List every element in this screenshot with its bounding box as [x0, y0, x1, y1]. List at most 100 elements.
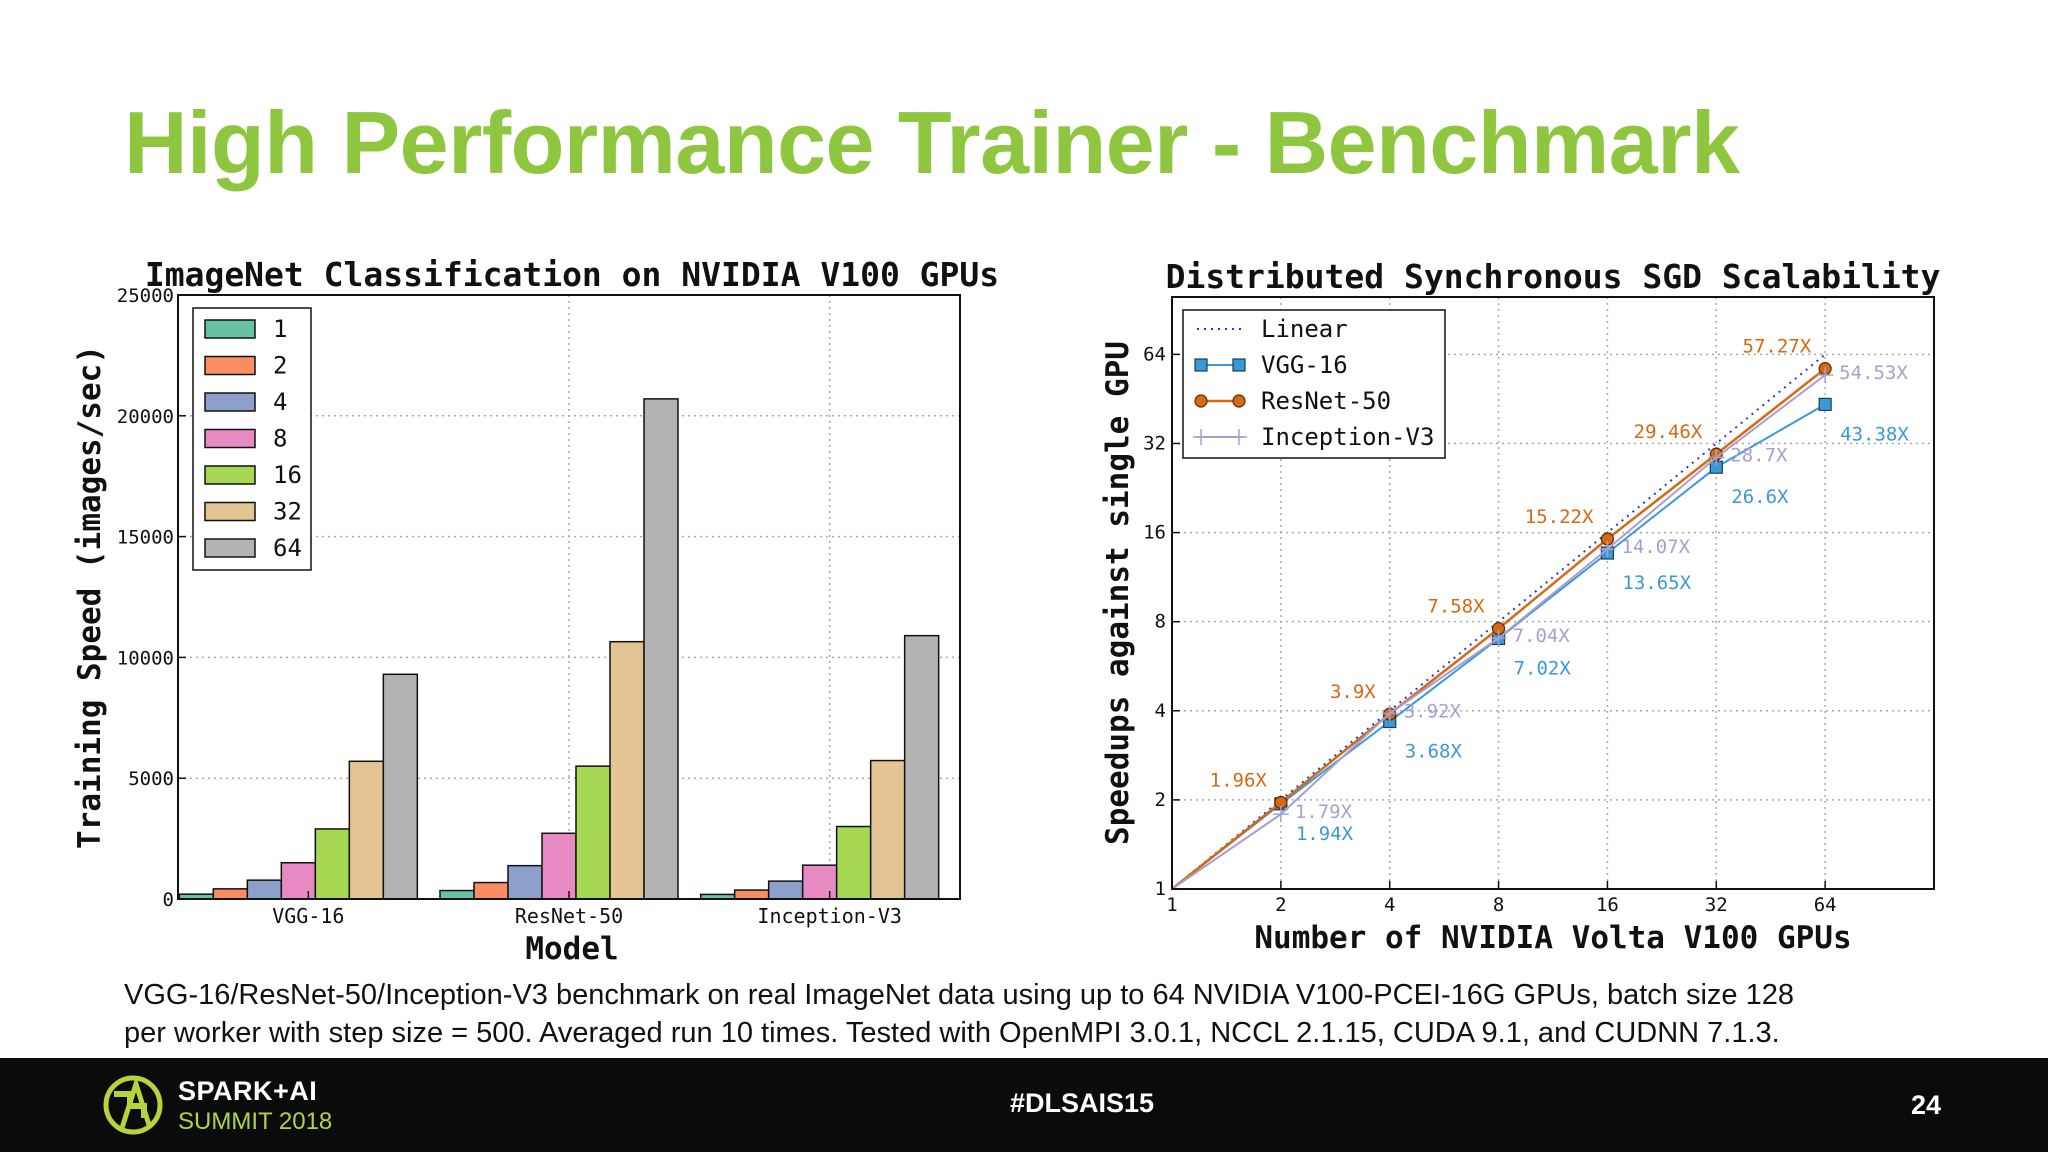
spark-ai-logo-icon	[103, 1075, 163, 1135]
bar-chart-frame	[177, 294, 961, 900]
line-y-tick-label: 16	[1143, 522, 1166, 544]
bar-legend-label: 8	[273, 425, 287, 453]
line-data-label-inception-v3: 28.7X	[1730, 444, 1788, 466]
benchmark-caption: VGG-16/ResNet-50/Inception-V3 benchmark …	[124, 976, 2024, 1052]
line-point-inception-v3	[1599, 541, 1616, 558]
line-x-tick-label: 8	[1493, 894, 1504, 916]
line-point-inception-v3	[1490, 630, 1507, 647]
footer-bar: SPARK+AI SUMMIT 2018 #DLSAIS15 24	[0, 1058, 2048, 1152]
line-legend-label: Linear	[1261, 315, 1348, 343]
line-legend-marker	[1194, 358, 1208, 372]
caption-line-1: VGG-16/ResNet-50/Inception-V3 benchmark …	[124, 979, 1794, 1011]
bar-chart-grid	[178, 295, 960, 899]
line-data-label-resnet-50: 1.96X	[1210, 769, 1268, 791]
line-x-tick-label: 4	[1384, 894, 1395, 916]
line-legend-marker	[1231, 429, 1247, 445]
bar-legend-label: 16	[273, 461, 302, 489]
bar-legend-label: 2	[273, 352, 287, 380]
line-point-inception-v3	[1817, 366, 1834, 383]
line-data-label-vgg-16: 43.38X	[1840, 423, 1909, 445]
line-chart-series	[1171, 353, 1834, 890]
bar-vgg-16-gpus-64	[382, 673, 419, 900]
line-data-label-inception-v3: 3.92X	[1404, 700, 1462, 722]
line-data-label-inception-v3: 1.79X	[1295, 801, 1353, 823]
bar-resnet-50-gpus-4	[507, 864, 543, 900]
line-legend-marker	[1232, 394, 1246, 408]
line-data-label-inception-v3: 14.07X	[1621, 536, 1690, 558]
line-legend-marker	[1193, 429, 1209, 445]
bar-y-tick-label: 15000	[117, 527, 174, 549]
bar-y-tick-label: 25000	[117, 285, 174, 307]
line-legend-label: Inception-V3	[1261, 423, 1434, 451]
line-data-label-vgg-16: 26.6X	[1731, 486, 1789, 508]
line-point-inception-v3	[1381, 705, 1398, 722]
bar-vgg-16-gpus-16	[314, 828, 351, 900]
bar-legend-swatch	[204, 501, 256, 522]
line-data-label-vgg-16: 13.65X	[1622, 572, 1691, 594]
hashtag: #DLSAIS15	[1010, 1088, 1155, 1118]
line-legend-label: ResNet-50	[1261, 387, 1391, 415]
bar-legend-swatch	[204, 355, 256, 376]
bar-y-tick-label: 0	[163, 889, 174, 911]
line-chart-title: Distributed Synchronous SGD Scalability	[1166, 257, 1941, 296]
line-data-label-vgg-16: 3.68X	[1405, 741, 1463, 763]
line-chart-x-axis-label: Number of NVIDIA Volta V100 GPUs	[1254, 920, 1851, 956]
line-data-label-inception-v3: 7.04X	[1513, 625, 1571, 647]
line-y-tick-label: 32	[1143, 432, 1166, 454]
bar-legend-label: 64	[273, 534, 302, 562]
line-legend-box	[1182, 309, 1446, 459]
line-y-tick-label: 2	[1155, 789, 1166, 811]
line-x-tick-label: 64	[1814, 894, 1837, 916]
line-y-tick-label: 1	[1155, 878, 1166, 900]
bar-vgg-16-gpus-32	[348, 760, 385, 900]
line-point-vgg-16	[1818, 397, 1832, 411]
line-chart-data-labels: 1.94X 3.68X 7.02X 13.65X 26.6X 43.38X 1.96X 3.9…	[1210, 336, 1910, 845]
line-data-label-resnet-50: 3.9X	[1330, 681, 1376, 703]
line-legend-marker	[1232, 358, 1246, 372]
line-y-tick-label: 4	[1155, 700, 1166, 722]
line-data-label-resnet-50: 57.27X	[1743, 336, 1812, 358]
bar-y-tick-label: 20000	[117, 406, 174, 428]
bar-chart-title: ImageNet Classification on NVIDIA V100 G…	[145, 255, 999, 294]
bar-y-tick-label: 5000	[128, 768, 174, 790]
bar-chart-y-ticks: 0 5000 10000 15000 20000 25000	[117, 285, 186, 911]
line-x-tick-label: 1	[1166, 894, 1177, 916]
line-point-inception-v3	[1272, 806, 1289, 823]
bar-chart-bars	[178, 398, 940, 900]
line-data-label-inception-v3: 54.53X	[1839, 362, 1908, 384]
page-number: 24	[1911, 1090, 1942, 1120]
line-chart-y-axis-label: Speedups against single GPU	[1100, 341, 1136, 845]
line-chart-ticks: 1 2 4 8 16 32 64 1 2 4 8 16 32 64	[1143, 343, 1836, 916]
bar-legend-swatch	[204, 392, 256, 412]
line-y-tick-label: 8	[1155, 611, 1166, 633]
line-chart-frame	[1171, 296, 1935, 890]
line-y-tick-label: 64	[1143, 343, 1166, 365]
bar-legend-swatch	[204, 319, 256, 339]
bar-legend-swatch	[204, 428, 256, 449]
bar-x-tick-label: Inception-V3	[757, 904, 902, 928]
bar-legend-swatch	[204, 538, 256, 558]
bar-legend-label: 4	[273, 388, 287, 416]
line-data-label-resnet-50: 29.46X	[1634, 421, 1703, 443]
line-chart: Distributed Synchronous SGD Scalability …	[1100, 257, 1941, 956]
bar-x-tick-label: ResNet-50	[515, 904, 623, 928]
bar-legend-label: 1	[273, 315, 287, 343]
line-x-tick-label: 32	[1705, 894, 1728, 916]
line-data-label-vgg-16: 1.94X	[1296, 823, 1354, 845]
line-x-tick-label: 16	[1596, 894, 1619, 916]
bar-chart-x-axis-label: Model	[525, 931, 618, 967]
bar-legend-swatch	[204, 465, 256, 485]
bar-chart-legend: 1 2 4 8 16 32 64	[192, 307, 312, 571]
slide-title: High Performance Trainer - Benchmark	[124, 93, 1740, 192]
bar-y-tick-label: 10000	[117, 647, 174, 669]
bar-chart: ImageNet Classification on NVIDIA V100 G…	[72, 255, 999, 967]
line-chart-legend: Linear VGG-16 ResNet-50 Inception-V3	[1182, 309, 1446, 459]
bar-chart-y-axis-label: Training Speed (images/sec)	[72, 345, 108, 849]
bar-legend-label: 32	[273, 498, 302, 526]
line-point-inception-v3	[1708, 449, 1725, 466]
line-data-label-vgg-16: 7.02X	[1514, 657, 1572, 679]
brand-name: SPARK+AI	[178, 1076, 318, 1106]
line-legend-label: VGG-16	[1261, 351, 1348, 379]
brand-event: SUMMIT 2018	[178, 1108, 333, 1135]
line-legend-marker	[1194, 394, 1208, 408]
